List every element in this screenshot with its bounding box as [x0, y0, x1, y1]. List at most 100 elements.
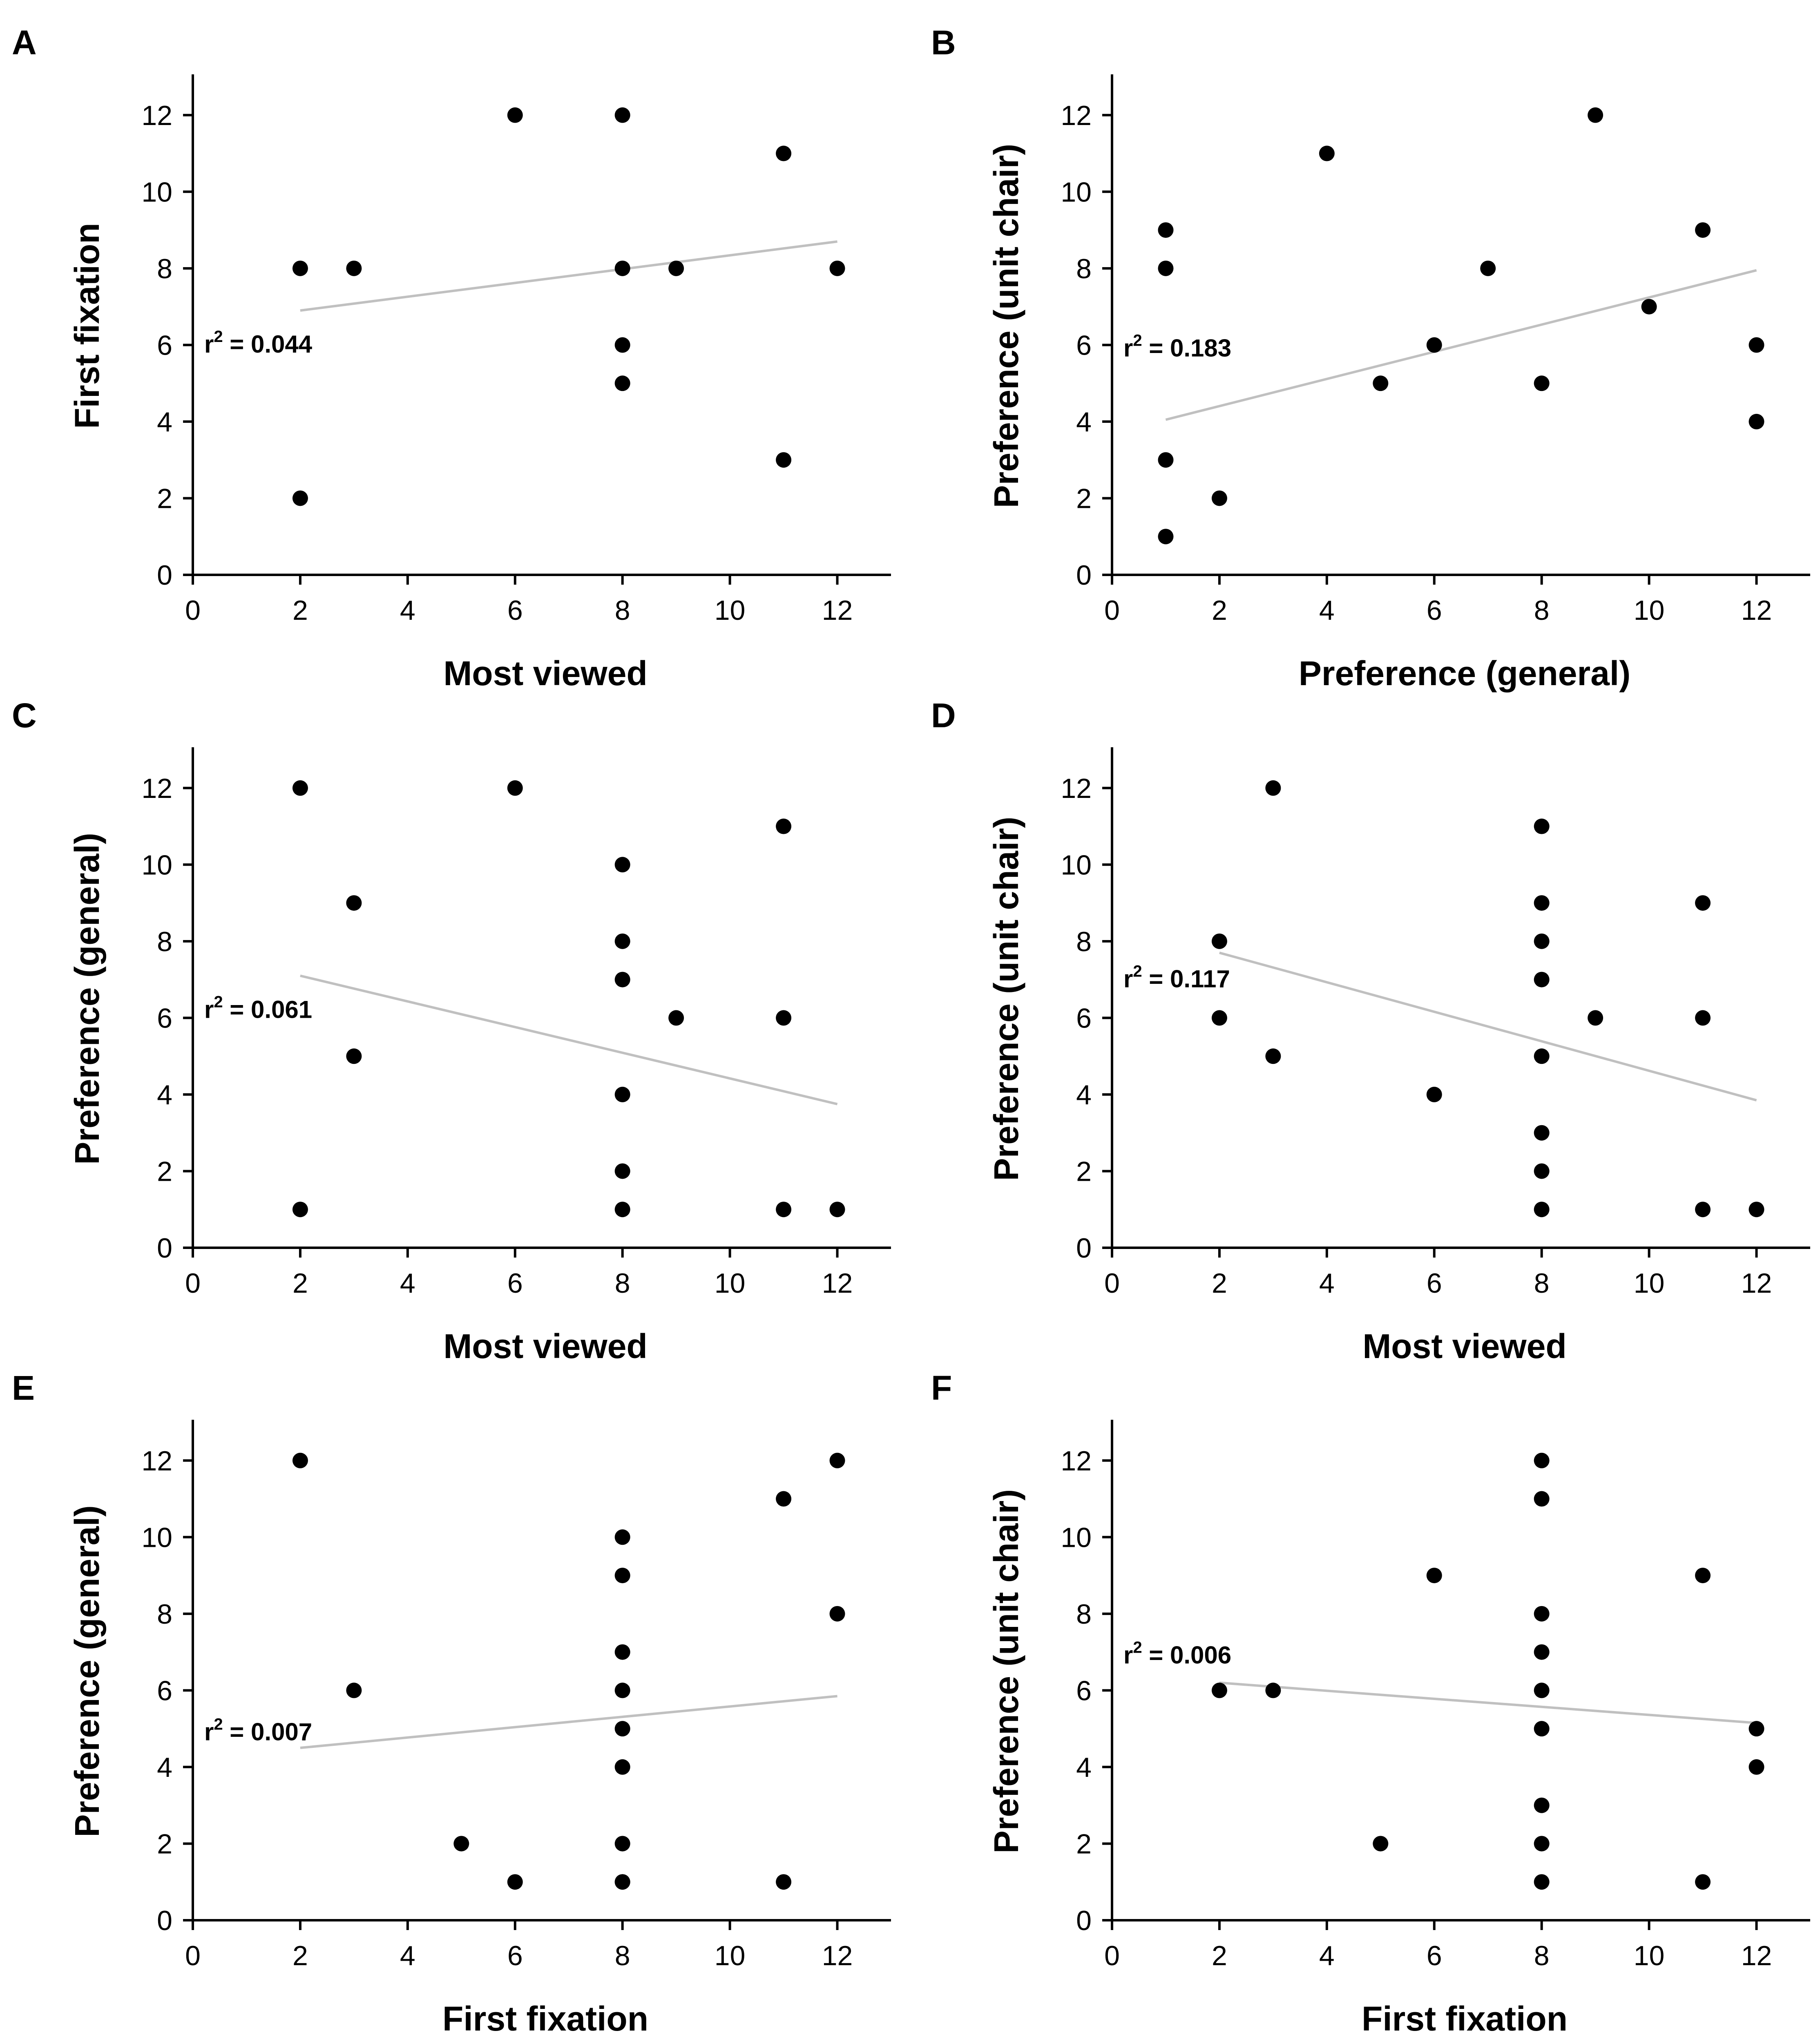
data-point — [1534, 1874, 1550, 1890]
data-point — [1211, 933, 1227, 949]
r-squared-label: r2 = 0.006 — [1123, 1639, 1231, 1669]
data-point — [346, 895, 362, 911]
data-point — [614, 1682, 630, 1698]
r-squared-label: r2 = 0.007 — [204, 1715, 312, 1745]
panel-letter: B — [931, 23, 956, 62]
x-tick-label: 6 — [1427, 595, 1442, 626]
y-tick-label: 6 — [1076, 1675, 1092, 1706]
x-tick-label: 0 — [1104, 1940, 1120, 1971]
data-point — [1534, 1163, 1550, 1179]
data-point — [346, 1048, 362, 1064]
y-tick-label: 10 — [141, 1522, 172, 1553]
data-point — [1211, 1682, 1227, 1698]
panel-letter: F — [931, 1369, 952, 1407]
x-tick-label: 2 — [293, 1940, 308, 1971]
x-tick-label: 0 — [1104, 595, 1120, 626]
x-tick-label: 2 — [293, 595, 308, 626]
y-tick-label: 12 — [1061, 773, 1092, 804]
regression-line — [300, 240, 837, 312]
y-tick-label: 4 — [157, 407, 172, 438]
data-point — [614, 375, 630, 391]
x-tick-label: 0 — [1104, 1268, 1120, 1299]
data-point — [292, 1202, 308, 1218]
data-point — [1534, 1125, 1550, 1141]
data-point — [776, 452, 792, 468]
data-point — [614, 260, 630, 276]
x-tick-label: 6 — [507, 1940, 523, 1971]
data-point — [1426, 1086, 1442, 1102]
r-squared-label: r2 = 0.061 — [204, 993, 312, 1023]
y-axis-title: Preference (unit chair) — [987, 1489, 1025, 1854]
data-point — [614, 337, 630, 353]
data-point — [614, 1163, 630, 1179]
y-tick-label: 8 — [1076, 1599, 1092, 1630]
data-point — [614, 1529, 630, 1545]
y-axis-title: First fixation — [68, 223, 106, 429]
data-point — [614, 972, 630, 987]
panel-letter: C — [12, 696, 37, 735]
data-point — [1534, 933, 1550, 949]
data-point — [1480, 260, 1496, 276]
data-point — [507, 1874, 523, 1890]
data-point — [453, 1836, 469, 1852]
x-axis-title: Most viewed — [443, 1327, 647, 1365]
x-axis-title: Preference (general) — [1299, 654, 1630, 693]
y-tick-label: 8 — [1076, 926, 1092, 957]
y-tick-label: 6 — [157, 1003, 172, 1034]
y-tick-label: 0 — [1076, 1233, 1092, 1264]
y-tick-label: 2 — [157, 1156, 172, 1187]
x-tick-label: 8 — [615, 595, 630, 626]
data-point — [507, 107, 523, 123]
x-tick-label: 8 — [615, 1940, 630, 1971]
x-tick-label: 8 — [1534, 1268, 1550, 1299]
x-tick-label: 4 — [1319, 595, 1335, 626]
x-tick-label: 12 — [822, 595, 853, 626]
y-tick-label: 2 — [1076, 1156, 1092, 1187]
y-axis-title: Preference (unit chair) — [987, 144, 1025, 508]
x-axis-title: Most viewed — [1362, 1327, 1566, 1365]
x-tick-label: 2 — [1212, 1268, 1227, 1299]
y-tick-label: 2 — [157, 1828, 172, 1859]
x-tick-label: 12 — [822, 1940, 853, 1971]
data-point — [1534, 1721, 1550, 1737]
y-tick-label: 8 — [157, 253, 172, 284]
y-tick-label: 10 — [1061, 849, 1092, 880]
y-tick-label: 12 — [1061, 1445, 1092, 1477]
data-point — [614, 1836, 630, 1852]
x-tick-label: 12 — [1741, 1940, 1772, 1971]
data-point — [1211, 1010, 1227, 1026]
x-tick-label: 4 — [400, 1268, 415, 1299]
data-point — [1749, 1202, 1764, 1218]
data-point — [1749, 413, 1764, 429]
y-tick-label: 0 — [157, 560, 172, 591]
data-point — [507, 780, 523, 796]
y-tick-label: 0 — [157, 1233, 172, 1264]
x-tick-label: 12 — [822, 1268, 853, 1299]
y-tick-label: 6 — [157, 1675, 172, 1706]
y-tick-label: 2 — [157, 483, 172, 514]
data-point — [614, 1721, 630, 1737]
regression-line — [1219, 952, 1757, 1101]
x-tick-label: 10 — [1634, 1940, 1665, 1971]
y-tick-label: 6 — [1076, 330, 1092, 361]
data-point — [1534, 1644, 1550, 1660]
data-point — [1534, 1836, 1550, 1852]
data-point — [1695, 1874, 1711, 1890]
data-point — [1534, 1797, 1550, 1813]
data-point — [1534, 818, 1550, 834]
panel-f: F 0 2 4 6 8 10 12 0 2 4 6 8 10 12 First fixation Prefere… — [931, 1369, 1810, 2038]
data-point — [776, 145, 792, 161]
data-point — [1534, 972, 1550, 987]
data-point — [1426, 337, 1442, 353]
data-point — [776, 1491, 792, 1507]
x-tick-label: 8 — [1534, 595, 1550, 626]
data-point — [1641, 299, 1657, 315]
x-tick-label: 6 — [1427, 1940, 1442, 1971]
data-point — [346, 260, 362, 276]
y-tick-label: 12 — [141, 1445, 172, 1477]
regression-line — [1219, 1681, 1757, 1725]
data-point — [1211, 490, 1227, 506]
regression-line — [300, 974, 838, 1106]
